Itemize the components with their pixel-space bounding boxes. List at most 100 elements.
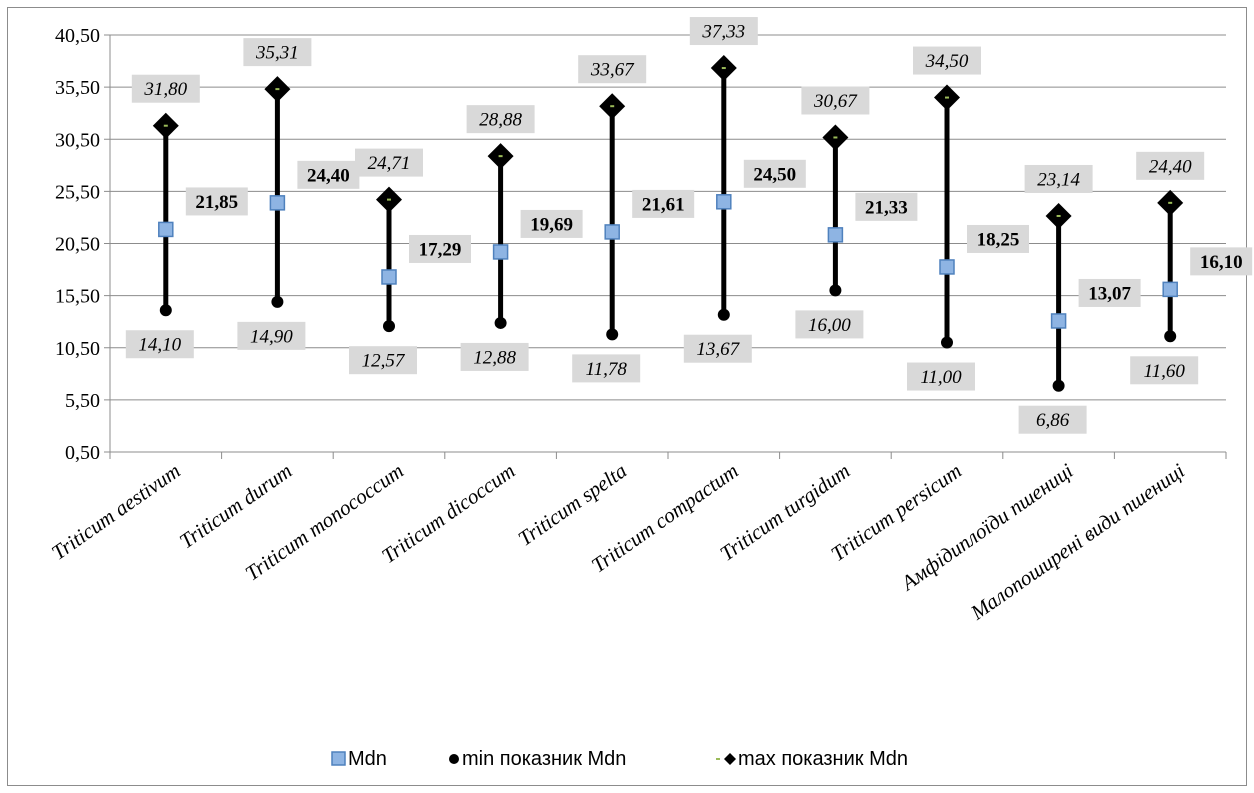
min-data-label: 12,57 [362,351,406,372]
max-data-label-bg [355,148,423,177]
min-data-label-bg [125,330,194,359]
min-point [494,316,507,329]
min-data-label-bg [795,310,864,339]
max-data-label-bg [243,38,312,67]
min-data-label: 12,88 [473,347,516,368]
max-data-label: 23,14 [1037,169,1080,190]
max-data-label-bg [801,86,870,115]
legend-item: min показник Mdn [449,748,626,770]
median-point [716,194,732,210]
max-data-label: 33,67 [590,60,635,81]
min-data-label-bg [683,334,752,363]
min-data-label-bg [572,354,641,383]
min-data-label-bg [1130,356,1199,385]
y-tick-label: 40,50 [55,25,100,47]
median-data-label: 21,61 [642,194,685,215]
min-data-label: 14,90 [250,326,293,347]
min-data-label: 14,10 [138,335,181,356]
min-data-label: 11,00 [920,367,962,388]
legend-swatch-max [724,753,736,765]
y-tick-label: 30,50 [55,129,100,151]
y-tick-label: 10,50 [55,338,100,360]
y-tick-label: 15,50 [55,286,100,308]
min-point [829,284,842,297]
min-data-label-bg [460,342,529,371]
median-data-label: 19,69 [530,214,573,235]
median-point [381,269,397,285]
median-data-label: 16,10 [1200,252,1243,273]
max-data-label: 24,40 [1149,156,1192,177]
min-data-label-bg [349,346,417,375]
legend-label: min показник Mdn [462,748,626,770]
max-data-label-bg [1024,164,1093,193]
median-point [158,221,174,238]
median-point [1050,313,1067,329]
min-point [1052,379,1065,392]
chart-frame [7,7,1247,786]
min-point [383,320,395,333]
min-point [941,336,953,349]
max-data-label-bg [689,17,758,46]
median-data-label: 13,07 [1088,283,1131,304]
max-data-label: 30,67 [813,91,858,112]
y-tick-label: 0,50 [65,442,100,464]
median-data-label: 18,25 [977,229,1020,250]
median-point [492,244,509,260]
max-data-label: 34,50 [925,51,969,72]
median-data-label-bg [297,160,360,189]
y-tick-label: 5,50 [65,390,100,412]
min-point [1164,330,1177,343]
median-data-label-bg [1190,247,1253,276]
legend-label: Mdn [348,748,387,770]
min-data-label: 13,67 [696,339,740,360]
median-data-label-bg [855,192,918,221]
min-point [271,295,284,308]
y-tick-label: 35,50 [55,77,100,99]
max-data-label-bg [131,74,200,103]
legend-swatch-min [449,754,459,764]
max-data-label-bg [1136,151,1205,180]
max-data-label: 28,88 [479,110,522,131]
median-data-label: 24,50 [753,164,796,185]
labels-layer: 31,80 14,10 21,85 35,31 14,90 24,40 24,71 12,57… [125,17,1253,434]
median-data-label-bg [185,187,248,216]
max-data-label-bg [466,105,535,134]
median-point [1162,281,1178,298]
min-data-label-bg [907,362,975,391]
median-data-label-bg [967,224,1029,253]
min-data-label: 16,00 [808,315,851,336]
median-data-label-bg [409,234,471,263]
min-data-label: 6,86 [1036,410,1070,431]
min-point [717,308,730,321]
median-point [604,224,620,240]
legend-item: max показник Mdn [716,748,908,770]
median-data-label-bg [1078,278,1141,307]
median-point [939,259,955,275]
max-data-label: 37,33 [701,22,745,43]
median-data-label: 17,29 [419,239,462,260]
max-data-label-bg [578,55,647,84]
median-data-label-bg [743,159,806,188]
min-data-label-bg [1018,405,1087,434]
median-data-label-bg [632,189,695,218]
min-data-label: 11,78 [586,359,628,380]
legend-label: max показник Mdn [738,748,908,770]
legend: Mdn min показник Mdn max показник Mdn [331,748,908,770]
min-point [159,304,172,317]
median-data-label: 21,33 [865,197,908,218]
y-tick-label: 25,50 [55,181,100,203]
marks-layer [152,55,1184,392]
max-data-label-bg [913,46,981,75]
max-data-label: 24,71 [368,153,411,174]
median-data-label: 21,85 [195,192,238,213]
median-point [269,195,286,211]
min-point [606,328,619,341]
median-data-label-bg [520,209,583,238]
median-point [827,227,844,243]
max-data-label: 31,80 [143,79,187,100]
min-data-label-bg [237,321,306,350]
legend-item: Mdn [331,748,387,770]
y-tick-label: 20,50 [55,234,100,256]
